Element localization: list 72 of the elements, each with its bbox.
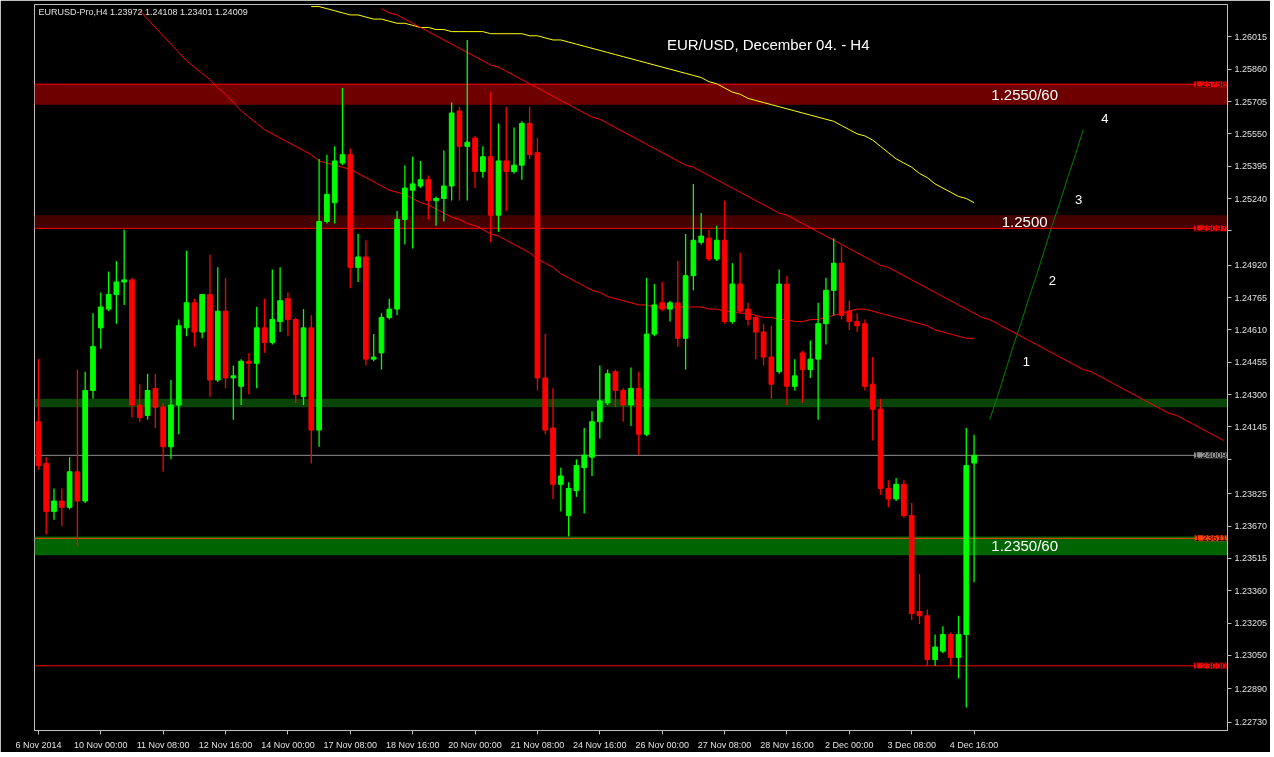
y-tick-label: 1.25705 bbox=[1234, 96, 1268, 107]
line-series bbox=[989, 129, 1084, 421]
annotation: 4 bbox=[1101, 110, 1109, 126]
x-tick-label: 4 Dec 16:00 bbox=[949, 739, 999, 750]
candlestick bbox=[768, 325, 775, 400]
candlestick bbox=[183, 250, 190, 337]
y-tick-label: 1.25550 bbox=[1234, 128, 1268, 139]
y-tick-label: 1.24455 bbox=[1234, 357, 1268, 368]
annotation: 1 bbox=[1022, 354, 1030, 370]
y-tick-label: 1.23515 bbox=[1234, 553, 1268, 564]
candlestick bbox=[698, 212, 705, 246]
candlestick bbox=[791, 358, 798, 392]
annotation: 2 bbox=[1048, 273, 1057, 289]
annotation: 3 bbox=[1075, 191, 1083, 207]
ref-line-label: 1.25097 bbox=[1193, 223, 1227, 234]
y-tick-label: 1.24765 bbox=[1234, 292, 1268, 303]
x-tick-label: 12 Nov 16:00 bbox=[198, 739, 253, 750]
y-tick-label: 1.24610 bbox=[1234, 324, 1268, 335]
candlestick bbox=[581, 427, 588, 515]
candlestick bbox=[737, 252, 743, 314]
candlestick bbox=[370, 333, 377, 362]
y-tick-label: 1.22890 bbox=[1234, 683, 1268, 694]
x-tick-label: 17 Nov 08:00 bbox=[323, 739, 378, 750]
candlestick bbox=[503, 106, 510, 212]
x-tick-label: 11 Nov 08:00 bbox=[136, 739, 190, 750]
candlestick bbox=[620, 387, 627, 423]
x-tick-label: 18 Nov 16:00 bbox=[385, 739, 440, 750]
candlestick bbox=[386, 298, 393, 321]
y-tick-label: 1.25240 bbox=[1234, 193, 1268, 204]
y-tick-label: 1.25860 bbox=[1234, 64, 1268, 75]
x-tick-label: 20 Nov 00:00 bbox=[448, 739, 502, 750]
x-tick-label: 21 Nov 08:00 bbox=[510, 739, 565, 750]
y-tick-label: 1.25395 bbox=[1234, 161, 1268, 172]
y-tick-label: 1.23825 bbox=[1234, 488, 1268, 499]
band-label: 1.2350/60 bbox=[991, 537, 1059, 555]
candlestick bbox=[121, 229, 128, 306]
x-tick-label: 14 Nov 00:00 bbox=[261, 739, 315, 750]
line-series bbox=[310, 6, 975, 204]
ref-line-label: 1.25788 bbox=[1193, 79, 1227, 90]
x-tick-label: 10 Nov 00:00 bbox=[74, 739, 128, 750]
candlestick bbox=[799, 350, 806, 404]
annotation: EURUSD-Pro,H4 1.23972 1.24108 1.23401 1.24009 bbox=[38, 6, 248, 17]
x-tick-label: 28 Nov 16:00 bbox=[760, 739, 814, 750]
x-tick-label: 3 Dec 08:00 bbox=[887, 739, 936, 750]
x-tick-label: 2 Dec 00:00 bbox=[825, 739, 874, 750]
candlestick bbox=[760, 323, 767, 367]
y-tick-label: 1.26015 bbox=[1234, 31, 1268, 42]
y-tick-label: 1.23205 bbox=[1234, 618, 1268, 629]
candlestick bbox=[58, 487, 65, 527]
y-tick-label: 1.23360 bbox=[1234, 585, 1268, 596]
y-tick-label: 1.24920 bbox=[1234, 260, 1268, 271]
band-label: 1.2500 bbox=[1001, 212, 1048, 230]
candlestick bbox=[659, 281, 666, 312]
ref-line-label: 1.24009 bbox=[1193, 450, 1227, 461]
y-tick-label: 1.24145 bbox=[1234, 421, 1268, 432]
band-label: 1.2550/60 bbox=[991, 85, 1059, 103]
y-tick-label: 1.24300 bbox=[1234, 389, 1268, 400]
candlestick bbox=[557, 466, 564, 513]
x-tick-label: 24 Nov 16:00 bbox=[573, 739, 627, 750]
ref-line-label: 1.23611 bbox=[1194, 533, 1227, 544]
y-tick-label: 1.23670 bbox=[1234, 521, 1268, 532]
text: EUR/USD, December 04. - H4 bbox=[666, 35, 870, 53]
candlestick bbox=[136, 383, 143, 423]
y-tick-label: 1.22730 bbox=[1234, 717, 1268, 728]
candlestick bbox=[230, 364, 237, 421]
x-tick-label: 6 Nov 2014 bbox=[15, 739, 62, 750]
ref-line-label: 1.23000 bbox=[1193, 660, 1227, 671]
candlestick bbox=[480, 145, 486, 179]
candlestick bbox=[97, 291, 104, 350]
x-tick-label: 26 Nov 00:00 bbox=[635, 739, 689, 750]
x-tick-label: 27 Nov 08:00 bbox=[697, 739, 752, 750]
y-tick-label: 1.23050 bbox=[1234, 650, 1268, 661]
